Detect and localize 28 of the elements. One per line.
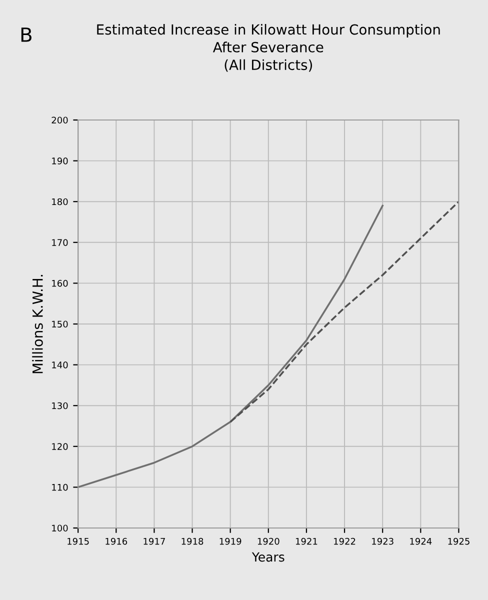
chart-title: Estimated Increase in Kilowatt Hour Consumption After Severance (All Districts) <box>97 24 440 72</box>
line-series <box>229 200 459 423</box>
x-tick-label: 1919 <box>220 538 242 545</box>
x-tick-label: 1920 <box>258 538 280 545</box>
y-tick-label: 140 <box>52 362 68 368</box>
y-tick-label: 100 <box>52 524 68 532</box>
x-tick-label: 1924 <box>410 538 432 545</box>
y-tick-label: 130 <box>52 402 68 410</box>
y-tick-label: 150 <box>52 320 68 328</box>
x-tick-label: 1918 <box>182 538 204 545</box>
y-tick-label: 120 <box>52 443 68 450</box>
x-tick-label: 1922 <box>334 538 356 545</box>
x-tick-label: 1921 <box>296 538 318 545</box>
x-tick-label: 1915 <box>68 538 89 545</box>
x-tick-label: 1917 <box>144 538 165 545</box>
x-tick-label: 1923 <box>372 538 394 545</box>
y-tick-label: 200 <box>52 116 68 124</box>
x-tick-label: 1916 <box>106 538 128 545</box>
line-series <box>78 204 384 488</box>
y-tick-label: 110 <box>52 484 68 491</box>
y-axis-title: Millions K.W.H. <box>32 274 43 374</box>
x-axis-title: Years <box>252 552 284 562</box>
x-tick-label: 1925 <box>448 538 470 545</box>
y-tick-label: 170 <box>52 239 68 246</box>
y-tick-label: 180 <box>52 198 68 206</box>
text: B <box>21 28 32 42</box>
y-tick-label: 190 <box>52 158 68 164</box>
y-tick-label: 160 <box>52 280 68 287</box>
